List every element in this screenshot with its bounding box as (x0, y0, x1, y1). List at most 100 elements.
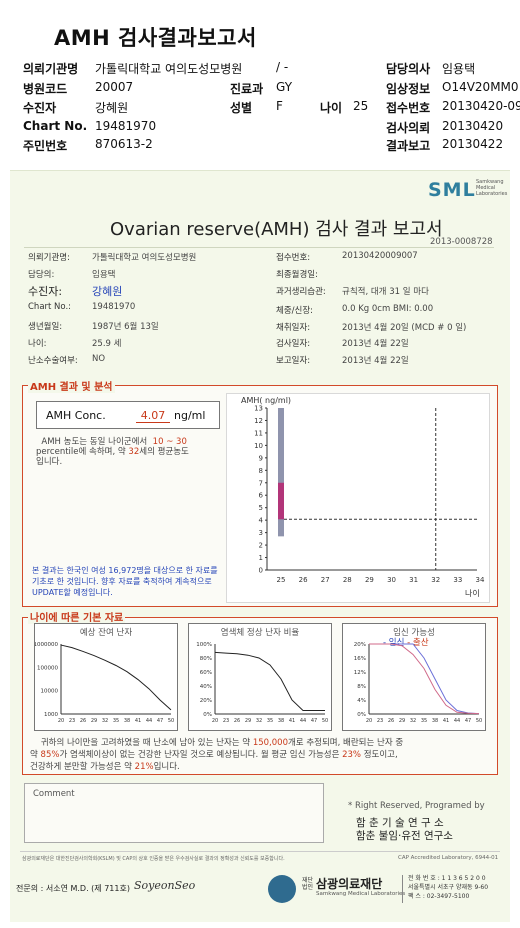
interp-text: percentile에 속하며, 약 (36, 447, 126, 457)
y-tick-label: 100000 (37, 665, 58, 671)
y-tick-label: 6 (259, 492, 264, 500)
report-title: Ovarian reserve(AMH) 검사 결과 보고서 (110, 219, 443, 240)
info-label: 체중/신장: (276, 306, 314, 316)
percentile-high: 30 (176, 437, 187, 447)
series-line (369, 643, 480, 715)
chart-title: 염색체 정상 난자 비율 (220, 628, 300, 638)
y-tick-label: 10 (254, 442, 263, 450)
x-tick-label: 47 (465, 718, 471, 724)
doc-number: 2013-0008728 (430, 237, 493, 247)
hospital-code-label: 병원코드 (23, 82, 68, 96)
x-tick-label: 26 (80, 718, 86, 724)
x-tick-label: 20 (212, 718, 218, 724)
foundation-logo-icon (268, 875, 296, 903)
x-tick-label: 31 (409, 576, 418, 584)
scanned-report: SML Samkwang Medical Laboratories Ovaria… (10, 170, 510, 922)
page-title: AMH 검사결과보고서 (54, 26, 257, 50)
age-value: 25 (353, 99, 369, 113)
info-label: 생년월일: (28, 322, 63, 332)
rights-reserved: * Right Reserved, Programed by (348, 801, 485, 811)
clinic-value: GY (276, 80, 293, 94)
patient-value: 강혜원 (95, 101, 129, 115)
info-label: 나이: (28, 339, 47, 349)
x-tick-label: 41 (443, 718, 449, 724)
y-tick-label: 4% (357, 698, 366, 704)
info-value: 규칙적, 대개 31 일 마다 (342, 287, 429, 297)
foundation-tag: 재단법인 (302, 877, 314, 891)
y-tick-label: 0 (259, 567, 263, 575)
y-tick-label: 7 (259, 479, 263, 487)
x-tick-label: 41 (135, 718, 141, 724)
chart-no-value: 19481970 (95, 119, 157, 133)
x-tick-label: 26 (388, 718, 394, 724)
info-label: 접수번호: (276, 253, 311, 263)
legend-pregnancy: - 임신 (383, 638, 405, 648)
legend-birth: - 출산 (407, 638, 429, 648)
x-tick-label: 29 (91, 718, 97, 724)
x-tick-label: 23 (223, 718, 229, 724)
chart-title: 예상 잔여 난자 (79, 628, 133, 638)
x-tick-label: 32 (431, 576, 440, 584)
birth-pct: 21% (134, 762, 154, 772)
info-label: 채취일자: (276, 323, 311, 333)
summary-text: 귀하의 나이만을 고려하였을 때 난소에 남아 있는 난자는 약 150,000… (30, 737, 492, 773)
y-tick-label: 10000 (41, 689, 59, 695)
patient-info-block (24, 247, 494, 367)
doctor-value: 임용택 (442, 62, 476, 76)
x-tick-label: 35 (267, 718, 273, 724)
info-label: Chart No.: (28, 302, 72, 312)
normal-oocyte-ratio-panel: 염색체 정상 난자 비율 100% 80% 60% 40% 20% 0% 20 23 26 29 3… (188, 623, 332, 731)
interpretation-text: AMH 농도는 동일 나이군에서 10 ~ 30 percentile에 속하며… (36, 437, 226, 467)
info-value: 0.0 Kg 0cm BMI: 0.00 (342, 304, 434, 314)
institution-label: 의뢰기관명 (23, 62, 79, 76)
x-tick-label: 38 (124, 718, 130, 724)
y-tick-label: 20% (354, 642, 366, 648)
amh-range-bar (278, 408, 284, 537)
y-tick-label: 0% (203, 712, 212, 718)
specialist: 전문의 : 서소연 M.D. (제 711호) (16, 884, 130, 893)
age-section-title: 나이에 따른 기본 자료 (28, 609, 126, 624)
x-tick-label: 25 (277, 576, 286, 584)
footer-accreditation: 삼광의료재단은 대한진단검사의학회(KSLM) 및 CAP의 상호 인증을 받은… (22, 856, 285, 862)
y-tick-label: 1000000 (35, 642, 58, 648)
report-date-value: 20130422 (442, 137, 504, 151)
info-label: 검사일자: (276, 339, 311, 349)
summary-part: 건강하게 분만할 가능성은 약 (30, 762, 132, 772)
x-tick-label: 30 (387, 576, 396, 584)
x-tick-label: 38 (432, 718, 438, 724)
summary-part: 귀하의 나이만을 고려하였을 때 난소에 남아 있는 난자는 약 (40, 738, 251, 748)
amh-conc-box (36, 401, 220, 429)
x-tick-label: 44 (454, 718, 460, 724)
request-date-label: 검사의뢰 (386, 121, 431, 135)
amh-chart-xlabel: 나이 (465, 588, 480, 598)
id-no-value: 870613-2 (95, 137, 153, 151)
equiv-age: 32 (128, 447, 140, 457)
x-tick-label: 47 (157, 718, 163, 724)
clinical-info-label: 임상정보 (386, 82, 431, 96)
x-tick-label: 32 (410, 718, 416, 724)
x-tick-label: 32 (256, 718, 262, 724)
y-tick-label: 5 (259, 504, 263, 512)
patient-label: 수진자 (23, 101, 57, 115)
clinical-info-value: O14V20MM0 (442, 80, 519, 94)
y-tick-label: 60% (200, 670, 212, 676)
series-line (214, 651, 325, 711)
x-tick-label: 29 (365, 576, 374, 584)
amh-chart-ylabel: AMH( ng/ml) (241, 396, 291, 405)
info-value: 1987년 6월 13일 (92, 322, 159, 332)
info-value: 2013년 4월 22일 (342, 339, 409, 349)
sml-logo-subtitle: Samkwang Medical Laboratories (476, 179, 508, 197)
y-tick-label: 11 (254, 429, 263, 437)
x-tick-label: 47 (311, 718, 317, 724)
x-tick-label: 20 (366, 718, 372, 724)
pregnancy-pct: 23% (342, 750, 362, 760)
x-tick-label: 34 (475, 576, 484, 584)
amh-chart-panel: AMH( ng/ml) 나이 0 1 2 3 4 5 6 7 8 9 10 11 12 13 25 26 27 2… (226, 393, 490, 603)
institution-value: 가톨릭대학교 여의도성모병원 (95, 62, 243, 76)
y-tick-label: 13 (254, 405, 263, 413)
y-tick-label: 3 (259, 529, 263, 537)
summary-part: 입니다. (153, 762, 180, 772)
receipt-no-label: 접수번호 (386, 101, 431, 115)
x-tick-label: 35 (421, 718, 427, 724)
